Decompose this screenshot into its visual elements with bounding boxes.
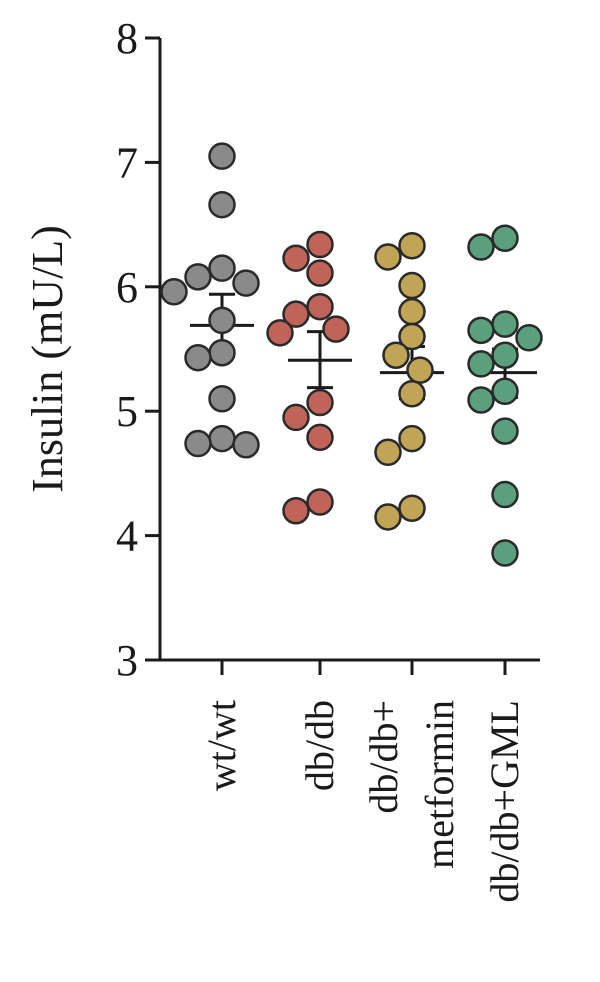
data-point: [398, 380, 426, 408]
data-point: [322, 315, 350, 343]
data-point: [208, 424, 236, 453]
y-tick-label: 5: [116, 387, 138, 436]
data-point: [491, 480, 519, 509]
data-point: [491, 539, 519, 567]
data-point: [208, 338, 236, 367]
data-point: [184, 429, 212, 458]
data-point: [491, 310, 519, 338]
y-axis-title: Insulin (mU/L): [23, 225, 72, 493]
y-tick-label: 6: [116, 263, 138, 312]
data-point: [398, 494, 426, 522]
data-point: [491, 224, 519, 253]
data-point: [491, 417, 519, 445]
y-tick-label: 7: [116, 138, 138, 187]
data-point: [398, 297, 426, 326]
data-point: [282, 496, 310, 525]
data-points: [160, 142, 543, 567]
data-point: [382, 341, 410, 369]
data-point: [160, 278, 188, 306]
data-point: [208, 254, 236, 282]
data-point: [467, 350, 495, 378]
data-point: [184, 263, 212, 291]
data-point: [282, 244, 310, 272]
data-point: [406, 356, 434, 384]
data-point: [491, 341, 519, 369]
data-point: [398, 271, 426, 300]
data-point: [184, 343, 212, 372]
data-point: [306, 292, 334, 321]
data-point: [208, 190, 236, 219]
data-point: [208, 306, 236, 335]
data-point: [266, 319, 294, 347]
x-tick-label: db/db+GML: [482, 700, 527, 903]
y-tick-label: 3: [116, 636, 138, 685]
data-point: [208, 385, 236, 413]
data-point: [232, 431, 260, 459]
data-point: [467, 386, 495, 414]
x-tick-label: metformin: [417, 700, 462, 869]
data-point: [374, 503, 402, 531]
axis-labels: 3 4 5 6 7 8 Insulin (mU/L) wt/wt db/db db/db+ metf…: [23, 14, 527, 903]
data-point: [374, 438, 402, 467]
x-tick-label: wt/wt: [199, 700, 244, 791]
y-tick-label: 4: [116, 512, 138, 561]
data-point: [398, 231, 426, 260]
x-tick-label: db/db: [297, 700, 342, 791]
data-point: [306, 388, 334, 417]
mean-sem-markers: [190, 292, 537, 401]
data-point: [398, 322, 426, 351]
data-point: [491, 377, 519, 406]
data-point: [282, 300, 310, 328]
data-point: [398, 424, 426, 453]
y-tick-label: 8: [116, 14, 138, 63]
data-point: [306, 230, 334, 259]
data-point: [232, 269, 260, 297]
axes: [145, 36, 540, 675]
data-point: [515, 324, 543, 352]
x-tick-label: db/db+: [361, 700, 406, 814]
data-point: [374, 243, 402, 271]
data-point: [306, 488, 334, 516]
data-point: [467, 316, 495, 345]
data-point: [282, 403, 310, 432]
data-point: [306, 423, 334, 452]
data-point: [208, 142, 236, 170]
data-point: [467, 233, 495, 261]
data-point: [306, 259, 334, 287]
